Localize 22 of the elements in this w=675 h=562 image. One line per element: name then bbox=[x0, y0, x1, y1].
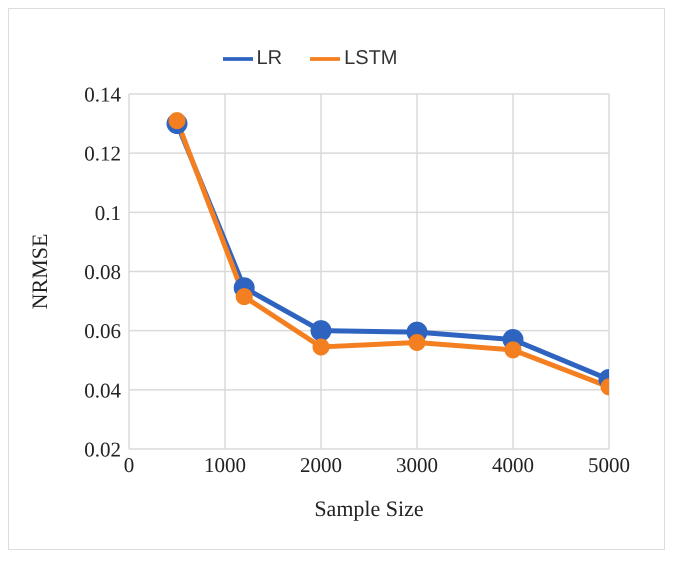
y-tick-label: 0.02 bbox=[84, 437, 121, 462]
legend-label: LSTM bbox=[344, 47, 398, 70]
x-tick-label: 5000 bbox=[588, 452, 630, 477]
y-tick-label: 0.12 bbox=[84, 142, 121, 166]
point bbox=[408, 334, 426, 351]
x-tick-label: 4000 bbox=[492, 452, 534, 477]
y-tick-label: 0.04 bbox=[84, 378, 122, 402]
point bbox=[504, 341, 522, 358]
x-tick-label: 3000 bbox=[396, 452, 438, 477]
x-tick-label: 1000 bbox=[204, 452, 246, 477]
y-tick-label: 0.08 bbox=[84, 260, 121, 284]
x-tick-label: 0 bbox=[124, 452, 134, 477]
legend-label: LR bbox=[256, 47, 282, 70]
point bbox=[312, 338, 330, 356]
y-axis-title: NRMSE bbox=[26, 234, 52, 310]
x-tick-label: 2000 bbox=[300, 452, 342, 477]
point bbox=[236, 288, 253, 306]
y-tick-label: 0.06 bbox=[84, 319, 121, 344]
y-tick-label: 0.14 bbox=[84, 82, 122, 106]
y-tick-label: 0.1 bbox=[94, 200, 121, 225]
point bbox=[310, 320, 332, 342]
x-axis-title: Sample Size bbox=[314, 496, 424, 521]
